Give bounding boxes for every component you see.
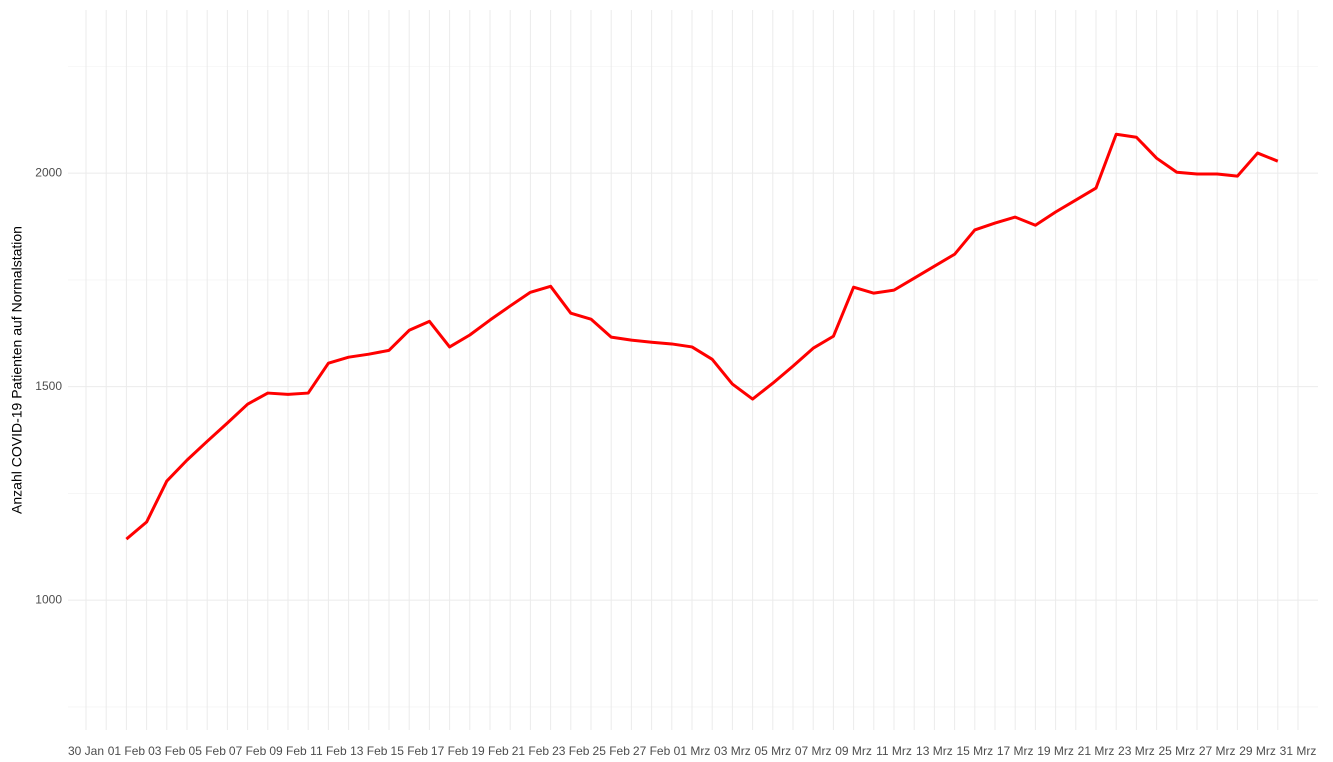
x-tick-label: 27 Feb <box>633 744 671 758</box>
x-tick-label: 01 Mrz <box>674 744 711 758</box>
y-tick-label: 1000 <box>35 592 62 606</box>
x-tick-label: 27 Mrz <box>1199 744 1236 758</box>
line <box>125 132 1279 541</box>
x-tick-label: 23 Mrz <box>1118 744 1155 758</box>
x-tick-label: 05 Mrz <box>754 744 791 758</box>
x-tick-label: 03 Mrz <box>714 744 751 758</box>
x-tick-label: 29 Mrz <box>1239 744 1276 758</box>
x-tick-label: 01 Feb <box>108 744 146 758</box>
y-tick-label: 1500 <box>35 379 62 393</box>
y-tick-label: 2000 <box>35 165 62 179</box>
x-tick-label: 03 Feb <box>148 744 186 758</box>
x-tick-label: 13 Feb <box>350 744 388 758</box>
x-tick-label: 05 Feb <box>189 744 227 758</box>
x-tick-label: 19 Mrz <box>1037 744 1074 758</box>
x-tick-label: 09 Mrz <box>835 744 872 758</box>
x-tick-label: 07 Mrz <box>795 744 832 758</box>
x-tick-label: 09 Feb <box>269 744 307 758</box>
x-tick-label: 13 Mrz <box>916 744 953 758</box>
x-tick-label: 17 Feb <box>431 744 469 758</box>
x-tick-label: 21 Mrz <box>1078 744 1115 758</box>
x-tick-label: 31 Mrz <box>1280 744 1317 758</box>
x-tick-label: 11 Feb <box>310 744 347 758</box>
x-tick-label: 17 Mrz <box>997 744 1034 758</box>
x-tick-label: 25 Feb <box>593 744 631 758</box>
x-tick-label: 11 Mrz <box>876 744 912 758</box>
y-axis-label: Anzahl COVID-19 Patienten auf Normalstat… <box>9 226 25 514</box>
x-tick-label: 21 Feb <box>512 744 550 758</box>
x-tick-label: 15 Feb <box>391 744 429 758</box>
x-tick-label: 23 Feb <box>552 744 590 758</box>
x-tick-label: 19 Feb <box>471 744 509 758</box>
x-tick-label: 07 Feb <box>229 744 267 758</box>
x-tick-label: 30 Jan <box>68 744 104 758</box>
x-tick-label: 25 Mrz <box>1158 744 1195 758</box>
x-tick-label: 15 Mrz <box>956 744 993 758</box>
